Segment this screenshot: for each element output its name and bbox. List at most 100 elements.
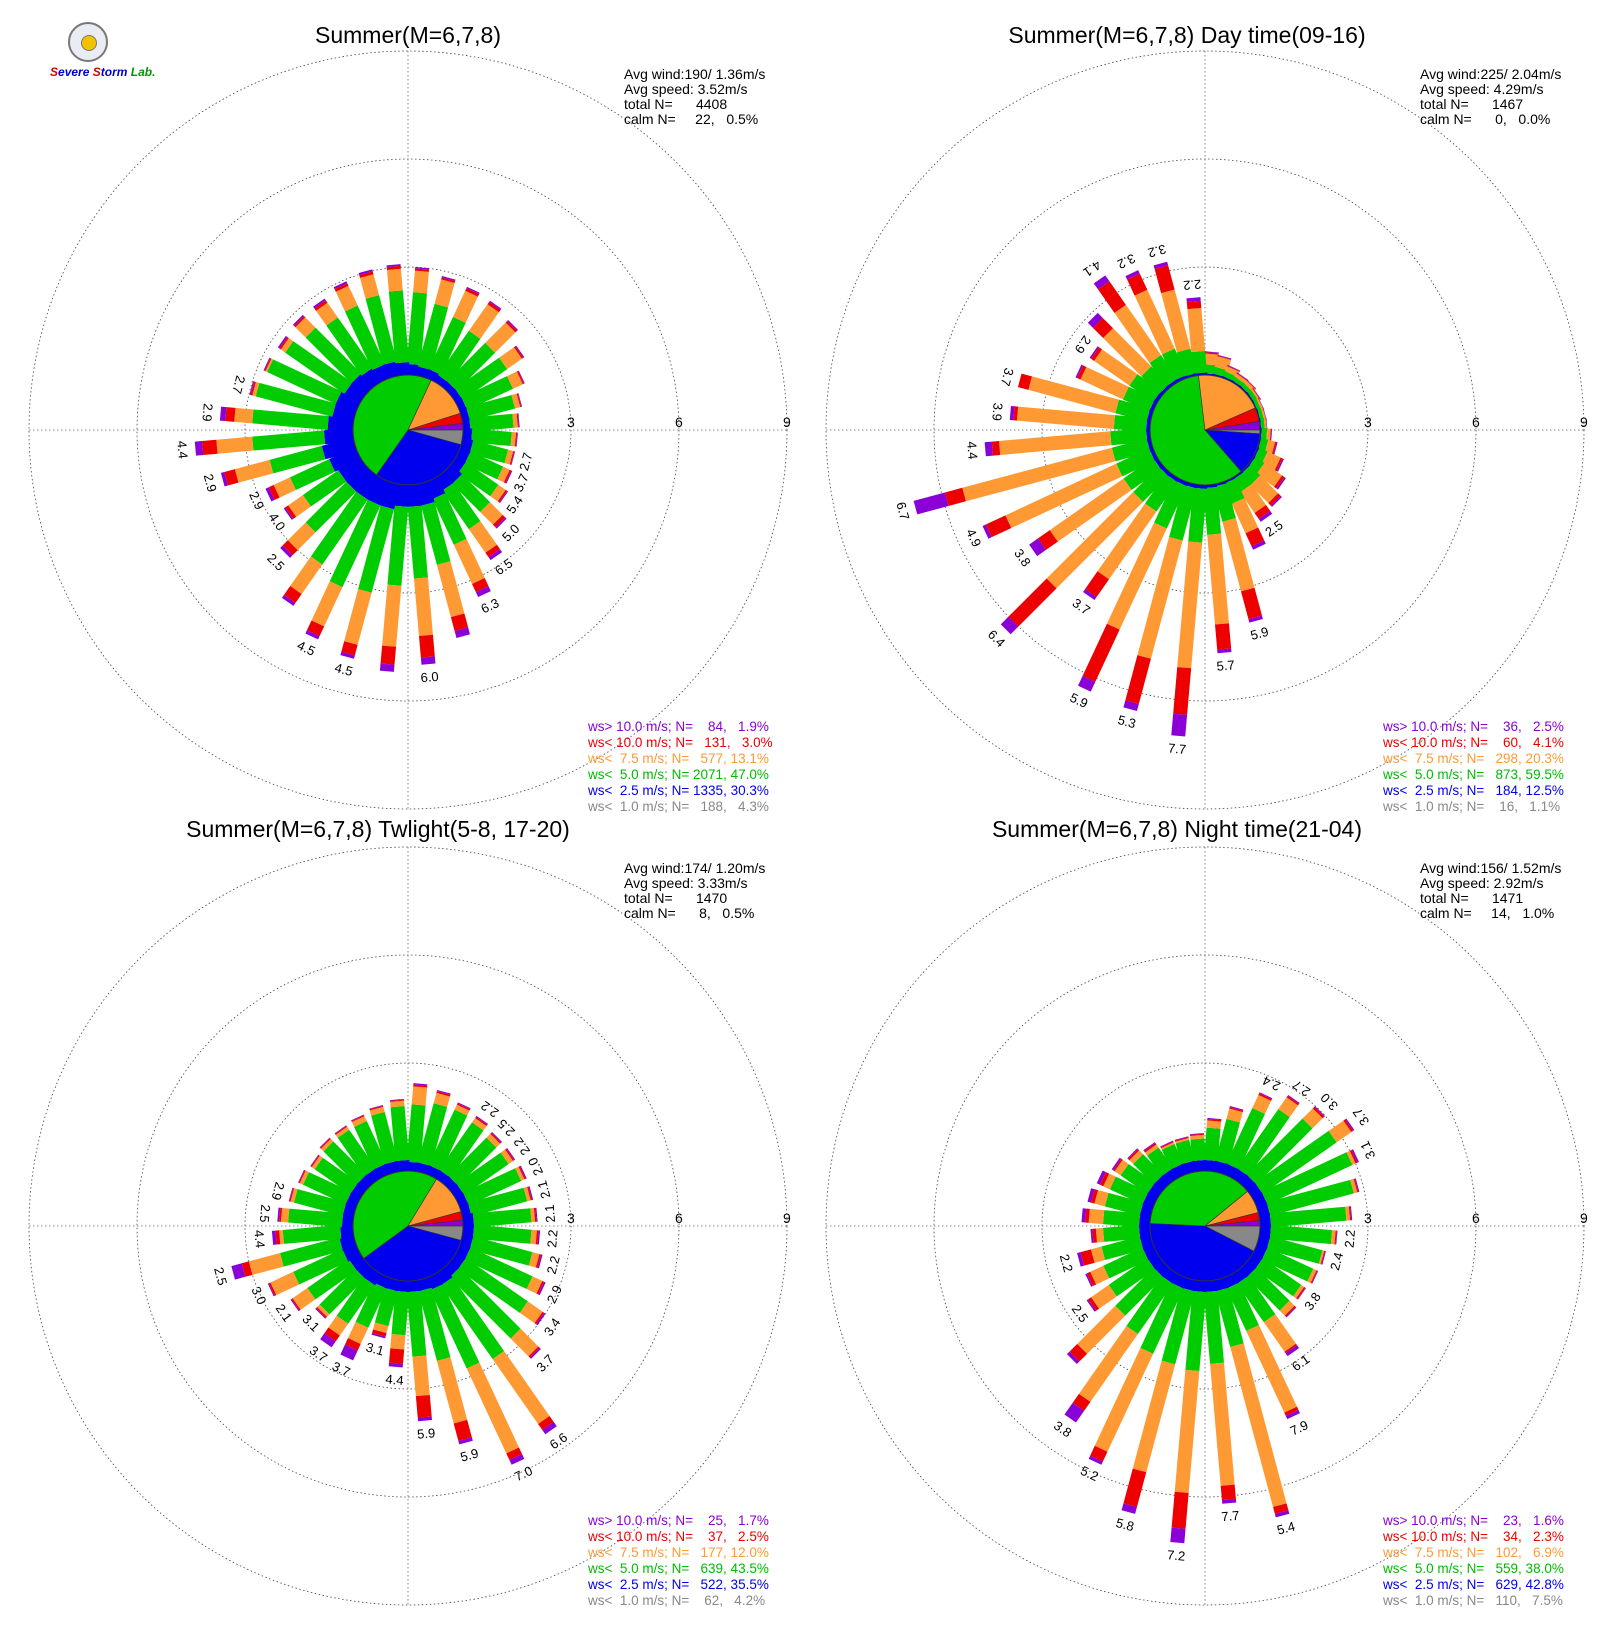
- bar-segment: [1203, 1290, 1224, 1364]
- bar-segment: [280, 1207, 290, 1223]
- bar-segment: [453, 1419, 472, 1441]
- bar-segment: [1145, 1144, 1159, 1156]
- bar-segment: [1278, 1097, 1299, 1118]
- bar-segment: [485, 544, 500, 558]
- bar-segment: [285, 505, 297, 519]
- bar-segment: [319, 1137, 331, 1149]
- bar-segment: [1296, 1286, 1306, 1300]
- bar-value-label: 2.5: [264, 550, 287, 573]
- bar-segment: [1230, 1343, 1287, 1507]
- bar-value-label: 2.5: [211, 1266, 230, 1287]
- bar-segment: [248, 1253, 284, 1275]
- bar-value-label: 3.0: [248, 1284, 269, 1307]
- bar-value-label: 2.2: [478, 1098, 501, 1121]
- legend-lt10: ws< 10.0 m/s; N= 60, 4.1%: [1382, 735, 1564, 750]
- bar-segment: [1085, 571, 1109, 598]
- bar-segment: [285, 341, 353, 394]
- bar-value-label: 5.4: [503, 493, 526, 516]
- bar-segment: [1192, 1159, 1208, 1172]
- bar-segment: [499, 347, 522, 370]
- bar-segment: [1104, 1192, 1144, 1216]
- bar-segment: [530, 1207, 536, 1223]
- bar-segment: [1133, 466, 1169, 502]
- bar-segment: [344, 1338, 361, 1351]
- bar-segment: [1120, 1163, 1156, 1194]
- bar-value-label: 2.2: [544, 1229, 561, 1248]
- bar-segment: [1258, 510, 1273, 522]
- ring-label: 9: [783, 1210, 791, 1226]
- bar-segment: [1103, 1247, 1149, 1279]
- bar-segment: [1320, 1250, 1326, 1265]
- legend-lt10: ws< 10.0 m/s; N= 34, 2.3%: [1382, 1529, 1564, 1544]
- bar-segment: [490, 484, 506, 502]
- bar-segment: [488, 549, 503, 561]
- bar-segment: [1154, 480, 1187, 529]
- bar-segment: [288, 1187, 294, 1202]
- bar-segment: [529, 1347, 541, 1359]
- bar-segment: [323, 427, 354, 445]
- bar-segment: [1090, 1246, 1106, 1263]
- rose-layer: 3 6 92.22.52.22.02.12.12.22.22.93.43.76.67…: [28, 846, 791, 1606]
- bar-segment: [298, 1169, 305, 1183]
- bar-segment: [1125, 655, 1151, 705]
- bar-segment: [1102, 1210, 1141, 1228]
- bar-segment: [1171, 1491, 1189, 1529]
- bar-segment: [386, 265, 401, 271]
- bar-segment: [1312, 1106, 1325, 1119]
- bar-segment: [536, 1280, 545, 1295]
- bar-segment: [372, 1329, 387, 1337]
- calm-n-text: calm N= 22, 0.5%: [624, 111, 758, 127]
- direction-bar: [351, 1114, 392, 1180]
- logo-wordmark: Severe Storm Lab.: [50, 65, 156, 79]
- bar-segment: [454, 357, 508, 401]
- bar-segment: [1345, 1206, 1351, 1221]
- direction-bar: [1087, 1188, 1154, 1219]
- legend-lt1: ws< 1.0 m/s; N= 110, 7.5%: [1382, 1593, 1563, 1608]
- bar-segment: [1122, 386, 1155, 412]
- bar-value-label: 2.1: [534, 1179, 553, 1200]
- bar-segment: [1210, 1362, 1235, 1486]
- bar-segment: [1005, 463, 1123, 529]
- bar-segment: [289, 459, 336, 491]
- bar-value-label: 3.2: [1115, 251, 1138, 272]
- bar-segment: [1099, 1172, 1110, 1187]
- bar-segment: [530, 1229, 537, 1245]
- bar-segment: [1153, 261, 1169, 269]
- direction-bar: [433, 1115, 489, 1185]
- direction-bar: [459, 437, 516, 465]
- bar-segment: [395, 362, 411, 376]
- bar-segment: [417, 1416, 433, 1422]
- bar-segment: [1147, 1147, 1173, 1177]
- bar-segment: [329, 499, 381, 588]
- bar-value-label: 6.4: [985, 627, 1008, 650]
- bar-value-label: 2.5: [494, 1116, 517, 1139]
- bar-segment: [288, 495, 311, 517]
- bar-segment: [453, 290, 478, 323]
- bar-segment: [1106, 522, 1167, 630]
- bar-value-label: 2.2: [1342, 1229, 1359, 1248]
- bar-segment: [1265, 417, 1268, 432]
- bar-segment: [373, 1322, 389, 1334]
- bar-segment: [468, 304, 499, 339]
- bar-segment: [1090, 1189, 1099, 1204]
- bar-segment: [1207, 1118, 1222, 1122]
- bar-segment: [492, 1351, 550, 1424]
- bar-value-label: 3.8: [1301, 1290, 1324, 1313]
- bar-segment: [1008, 578, 1057, 627]
- legend-lt10: ws< 10.0 m/s; N= 131, 3.0%: [587, 735, 773, 750]
- bar-segment: [461, 376, 514, 411]
- bar-segment: [282, 1224, 342, 1244]
- bar-segment: [265, 358, 274, 373]
- direction-bar: [194, 427, 354, 456]
- bar-segment: [984, 441, 994, 457]
- bar-segment: [413, 270, 429, 294]
- bar-segment: [1174, 1136, 1189, 1141]
- bar-segment: [1114, 304, 1162, 364]
- bar-segment: [505, 1148, 515, 1161]
- direction-bar: [290, 1251, 367, 1312]
- bar-segment: [382, 584, 402, 647]
- bar-segment: [302, 1172, 352, 1205]
- ring-label: 9: [1580, 1210, 1588, 1226]
- bar-segment: [457, 1258, 528, 1313]
- bar-segment: [1246, 378, 1257, 389]
